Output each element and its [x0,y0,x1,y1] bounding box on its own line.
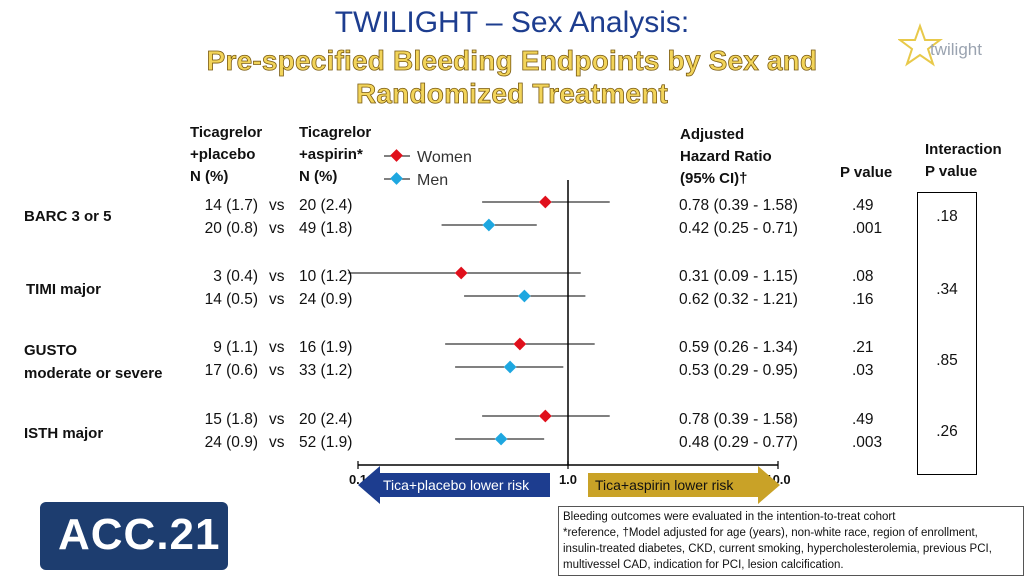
hazard-ratio-ci: 0.78 (0.39 - 1.58) [679,197,798,214]
header-col1-line1: Ticagrelor [190,124,263,141]
header-hr-line2: Hazard Ratio [680,148,772,165]
footnote-box: Bleeding outcomes were evaluated in the … [558,506,1024,576]
header-col2-line3: N (%) [299,168,338,185]
p-value: .003 [852,434,883,451]
legend: Women Men [384,149,472,189]
point-estimate-marker [503,360,517,374]
legend-women-label: Women [417,149,472,166]
legend-men-marker [390,172,403,185]
hazard-ratio-ci: 0.48 (0.29 - 0.77) [679,434,798,451]
point-estimate-marker [518,289,531,303]
row-label-gusto-line1: GUSTO [24,342,78,359]
p-value: .001 [852,220,883,237]
x-tick-label: 1.0 [559,472,577,487]
hazard-ratio-ci: 0.31 (0.09 - 1.15) [679,268,798,285]
p-value: .08 [852,268,874,285]
arrow-left-label: Tica+placebo lower risk [383,477,530,493]
point-estimate-marker [538,409,552,423]
vs-label: vs [269,362,285,379]
header-hazard-ratio: Adjusted Hazard Ratio (95% CI)† [680,124,772,190]
row-label-gusto: GUSTO moderate or severe [24,339,162,385]
p-value: .21 [852,339,874,356]
header-p-value: P value [840,164,893,181]
row-label-timi: TIMI major [26,281,102,298]
interaction-value-timi: .34 [936,281,958,298]
header-col1-line2: +placebo [190,146,256,163]
count-aspirin: 49 (1.8) [299,220,353,237]
vs-label: vs [269,411,285,428]
count-aspirin: 20 (2.4) [299,197,353,214]
footnote-line-4: multivessel CAD, indication for PCI, les… [563,559,844,571]
point-estimate-marker [482,218,496,232]
hazard-ratio-ci: 0.62 (0.32 - 1.21) [679,291,798,308]
slide-title: TWILIGHT – Sex Analysis: [334,6,690,39]
count-placebo: 24 (0.9) [204,434,258,451]
point-estimate-marker [454,266,468,280]
acc21-logo-background [40,502,228,570]
count-placebo: 9 (1.1) [213,339,258,356]
p-value: .49 [852,411,874,428]
twilight-star-logo [898,23,943,67]
vs-label: vs [269,197,285,214]
count-placebo: 17 (0.6) [204,362,258,379]
count-placebo: 14 (1.7) [204,197,258,214]
vs-label: vs [269,339,285,356]
vs-label: vs [269,220,285,237]
header-ticagrelor-placebo: Ticagrelor +placebo N (%) [190,122,262,188]
interaction-box [917,192,977,475]
slide-subtitle: Pre-specified Bleeding Endpoints by Sex … [206,45,818,110]
interaction-value-isth: .26 [936,423,958,440]
count-aspirin: 20 (2.4) [299,411,353,428]
count-placebo: 20 (0.8) [204,220,258,237]
acc21-logo-text: ACC.21 [58,510,221,559]
header-interaction: Interaction P value [925,139,1002,183]
header-col1-line3: N (%) [190,168,229,185]
point-estimate-marker [538,195,552,209]
count-aspirin: 10 (1.2) [299,268,353,285]
count-aspirin: 16 (1.9) [299,339,353,356]
count-placebo: 14 (0.5) [204,291,258,308]
row-label-gusto-line2: moderate or severe [24,365,163,382]
p-value: .16 [852,291,874,308]
hazard-ratio-ci: 0.53 (0.29 - 0.95) [679,362,798,379]
vs-label: vs [269,434,285,451]
hazard-ratio-ci: 0.78 (0.39 - 1.58) [679,411,798,428]
hazard-ratio-ci: 0.42 (0.25 - 0.71) [679,220,798,237]
header-interaction-line1: Interaction [925,141,1002,158]
footnote-line-1: Bleeding outcomes were evaluated in the … [563,511,896,523]
count-aspirin: 52 (1.9) [299,434,353,451]
header-hr-line3: (95% CI)† [680,170,748,187]
vs-label: vs [269,291,285,308]
legend-men-label: Men [417,172,448,189]
p-value: .03 [852,362,874,379]
row-label-barc: BARC 3 or 5 [24,208,112,225]
footnote-line-2: *reference, †Model adjusted for age (yea… [563,527,978,539]
header-hr-line1: Adjusted [680,126,745,143]
interaction-value-barc: .18 [936,208,958,225]
arrow-placebo-lower-risk [358,466,550,504]
footnote-line-3: insulin-treated diabetes, CKD, current s… [563,543,992,555]
count-placebo: 3 (0.4) [213,268,258,285]
twilight-logo-text: twilight [930,40,982,59]
legend-women-marker [390,149,403,162]
hazard-ratio-ci: 0.59 (0.26 - 1.34) [679,339,798,356]
acc21-logo: ACC.21 [58,510,221,560]
header-col2-line1: Ticagrelor [299,124,372,141]
row-label-isth: ISTH major [24,425,104,442]
header-interaction-line2: P value [925,163,978,180]
vs-label: vs [269,268,285,285]
point-estimate-marker [494,432,508,446]
header-ticagrelor-aspirin: Ticagrelor +aspirin* N (%) [299,122,371,188]
count-aspirin: 33 (1.2) [299,362,353,379]
p-value: .49 [852,197,874,214]
point-estimate-marker [513,337,527,351]
arrow-aspirin-lower-risk [588,466,780,504]
arrow-right-label: Tica+aspirin lower risk [595,477,734,493]
count-aspirin: 24 (0.9) [299,291,353,308]
header-col2-line2: +aspirin* [299,146,363,163]
count-placebo: 15 (1.8) [204,411,258,428]
interaction-value-gusto: .85 [936,352,958,369]
